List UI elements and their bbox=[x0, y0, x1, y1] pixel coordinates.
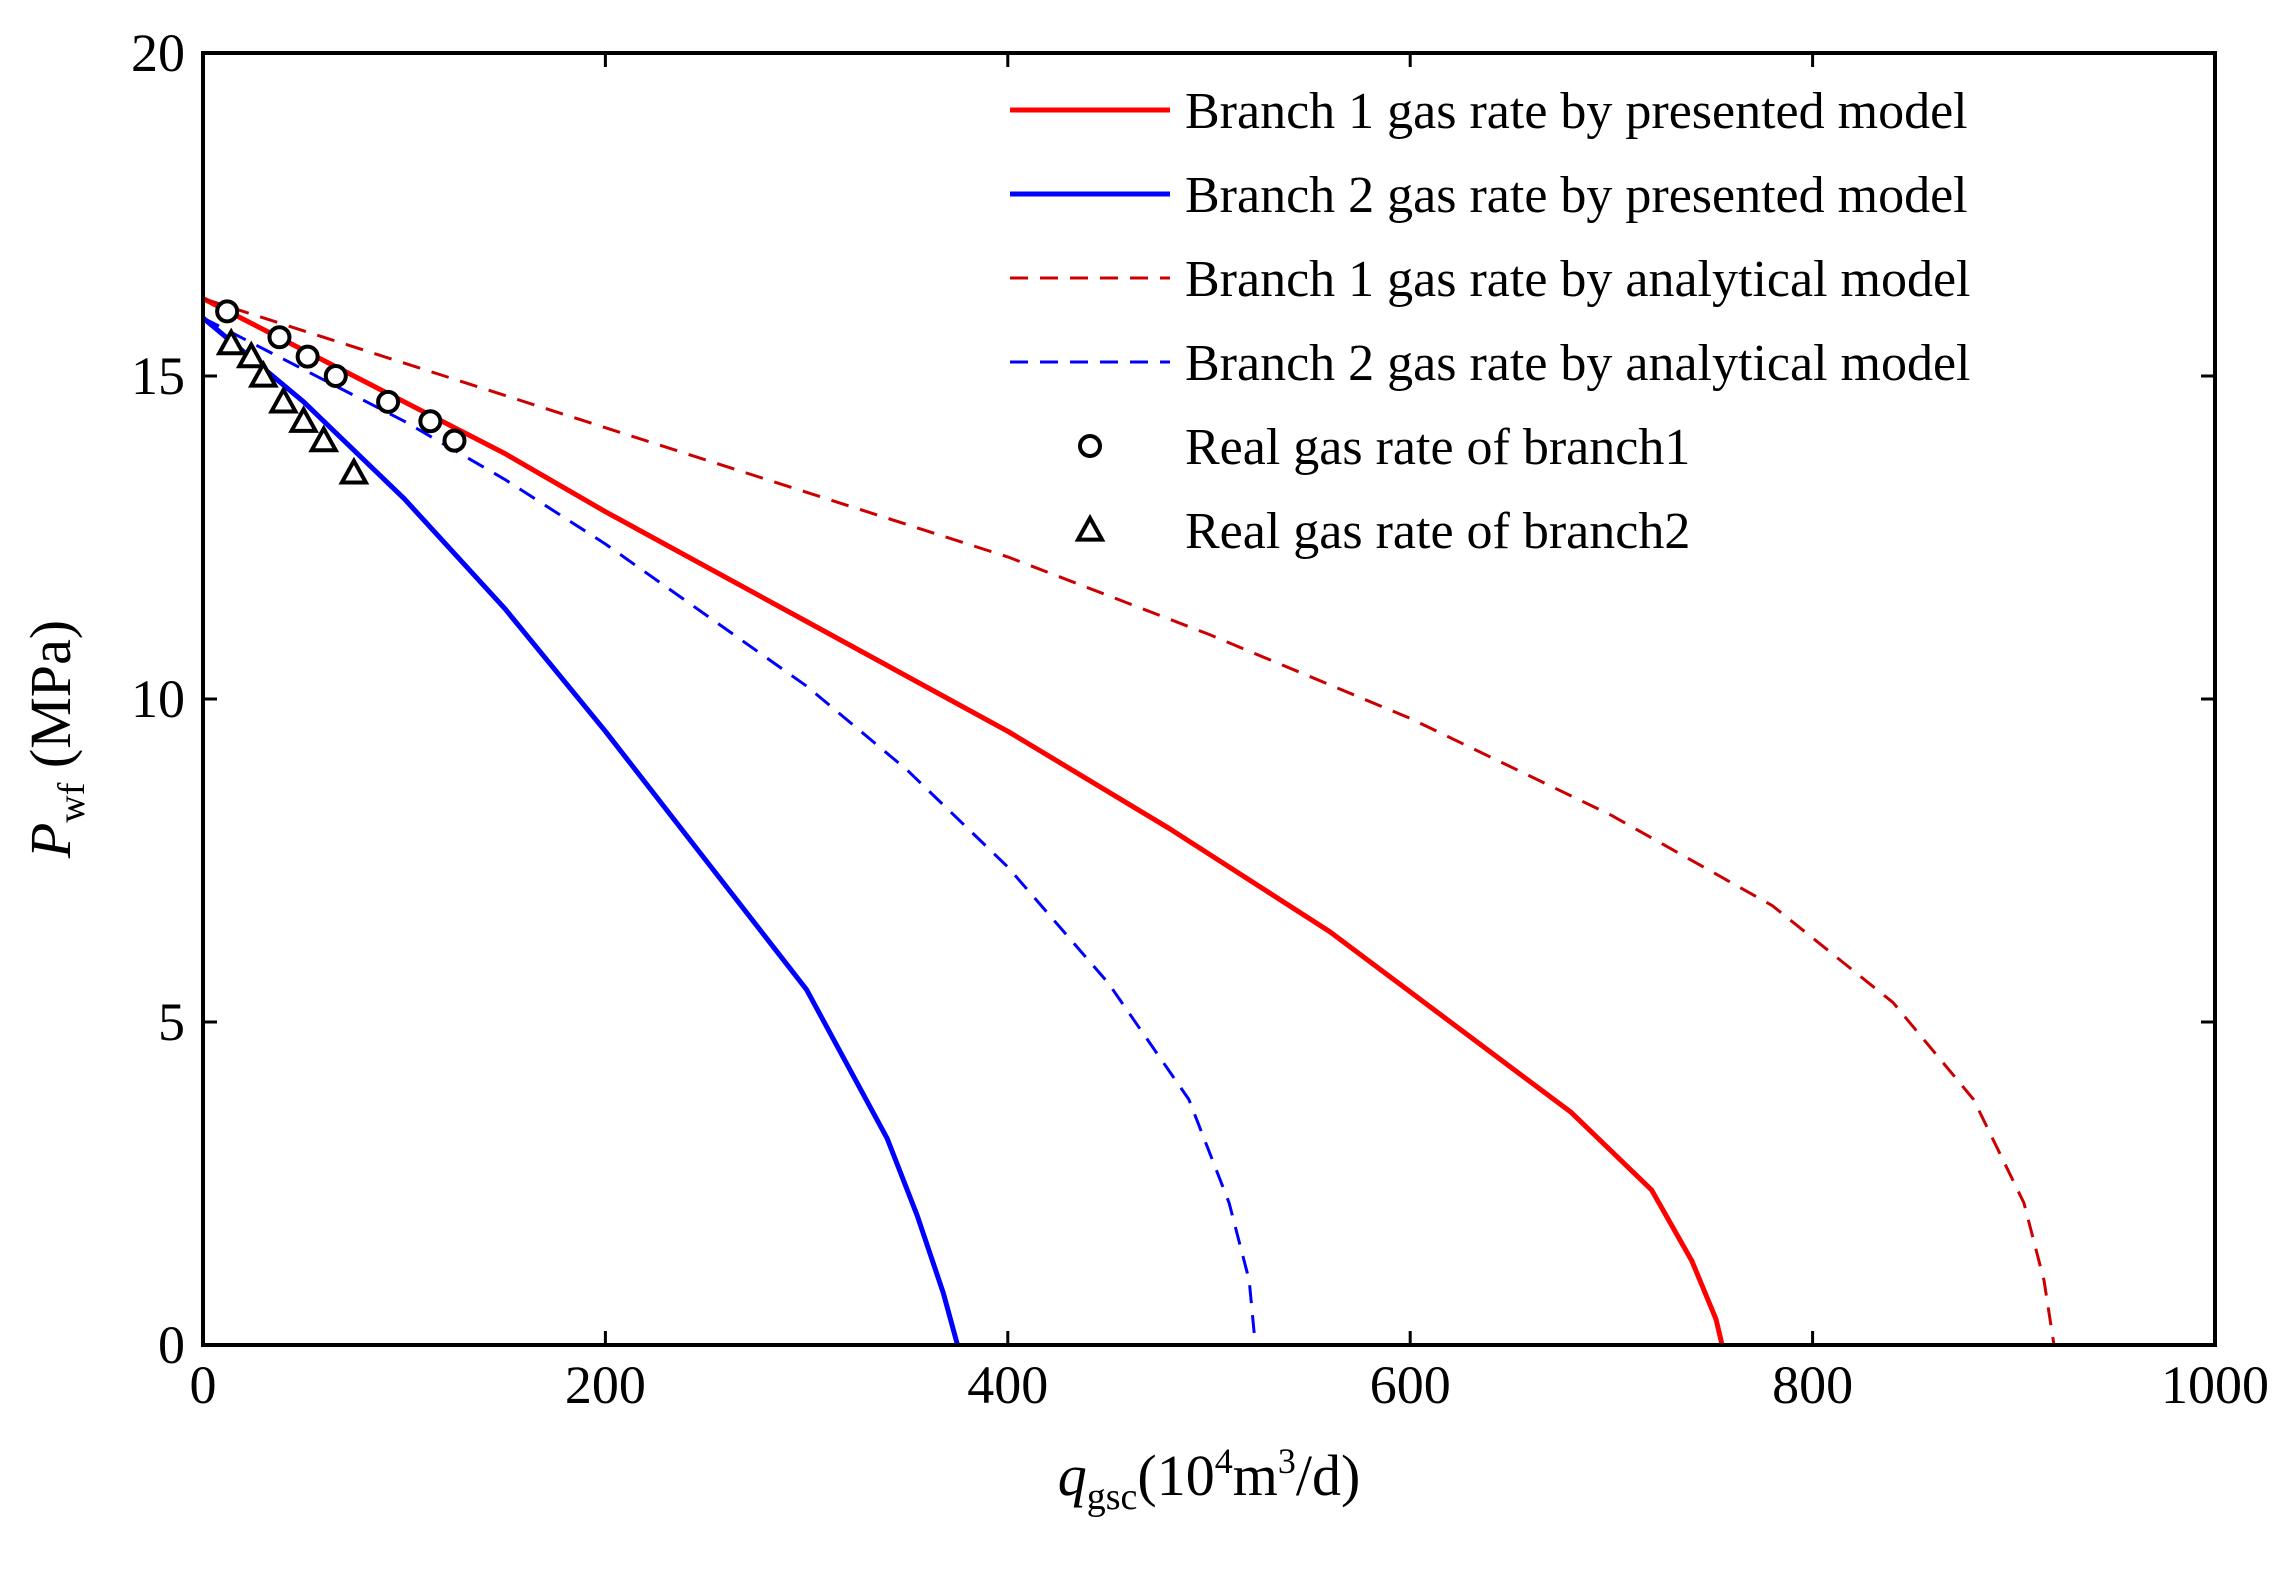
x-axis-label: qgsc(104m3/d) bbox=[1058, 1441, 1361, 1518]
series-line-4 bbox=[202, 316, 1257, 1346]
marker-branch1 bbox=[215, 299, 240, 324]
marker-branch2 bbox=[288, 405, 319, 433]
legend: Branch 1 gas rate by presented model Bran… bbox=[1010, 83, 1970, 560]
series-line-2 bbox=[201, 315, 960, 1346]
marker-branch1 bbox=[442, 428, 467, 453]
legend-marker-1 bbox=[1078, 434, 1102, 458]
marker-branch2 bbox=[308, 424, 340, 453]
legend-label-4: Branch 2 gas rate by analytical model bbox=[1185, 335, 1970, 392]
series-lines bbox=[201, 296, 2056, 1346]
x-tick-label: 600 bbox=[1370, 1355, 1451, 1415]
legend-label-marker-2: Real gas rate of branch2 bbox=[1185, 503, 1690, 560]
y-tick-label: 20 bbox=[131, 23, 185, 83]
x-tick-label: 1000 bbox=[2161, 1355, 2269, 1415]
marker-branch1 bbox=[295, 344, 320, 369]
legend-label-2: Branch 2 gas rate by presented model bbox=[1185, 167, 1968, 224]
series-line-3 bbox=[202, 297, 2056, 1346]
marker-branch2 bbox=[338, 456, 370, 485]
x-tick-label: 0 bbox=[190, 1355, 217, 1415]
legend-marker-2 bbox=[1074, 513, 1106, 542]
x-tick-label: 200 bbox=[565, 1355, 646, 1415]
axis-ticks: 0 200 400 600 800 1000 0 5 10 15 20 bbox=[131, 23, 2269, 1415]
y-tick-label: 10 bbox=[131, 669, 185, 729]
legend-label-3: Branch 1 gas rate by analytical model bbox=[1185, 251, 1970, 308]
marker-branch2 bbox=[247, 359, 279, 388]
legend-label-1: Branch 1 gas rate by presented model bbox=[1185, 83, 1968, 140]
marker-branch1 bbox=[376, 389, 401, 414]
legend-label-marker-1: Real gas rate of branch1 bbox=[1185, 419, 1690, 476]
y-axis-label: Pwf (MPa) bbox=[18, 620, 93, 859]
y-tick-label: 15 bbox=[131, 346, 185, 406]
marker-branch2 bbox=[235, 340, 267, 369]
marker-branch1 bbox=[323, 364, 348, 388]
marker-branch1 bbox=[418, 409, 443, 434]
x-tick-label: 800 bbox=[1772, 1355, 1853, 1415]
y-tick-label: 0 bbox=[158, 1315, 185, 1375]
x-tick-label: 400 bbox=[967, 1355, 1048, 1415]
marker-branch2 bbox=[268, 385, 299, 414]
marker-branch2 bbox=[215, 327, 247, 356]
data-markers bbox=[215, 299, 467, 485]
y-tick-label: 5 bbox=[158, 992, 185, 1052]
marker-branch1 bbox=[267, 325, 292, 350]
